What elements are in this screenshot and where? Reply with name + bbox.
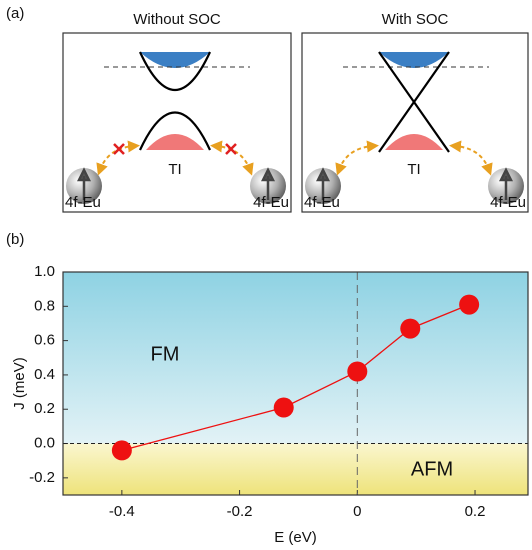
y-tick-label: 0.4: [34, 366, 55, 383]
y-tick-label: 0.0: [34, 435, 55, 452]
x-tick-label: 0: [353, 503, 361, 520]
blocked-mark: [113, 143, 125, 155]
panel-with-soc: With SOC TI 4f-Eu 4f-Eu: [301, 11, 529, 213]
exchange-arrow: [335, 140, 379, 176]
plot-frame: [62, 271, 529, 496]
panel-label: (a): [6, 5, 24, 22]
x-tick-label: -0.4: [109, 503, 135, 520]
conduction-fill: [140, 52, 210, 68]
y-tick-label: 1.0: [34, 263, 55, 280]
exchange-arrow: [210, 140, 254, 176]
panel-title: With SOC: [382, 11, 449, 28]
data-point: [459, 294, 480, 315]
afm-region: [63, 443, 528, 495]
region-label: FM: [151, 343, 180, 365]
y-tick-label: 0.8: [34, 297, 55, 314]
x-axis-label: E (eV): [274, 529, 317, 546]
spin-arrow: [315, 167, 331, 200]
spin-arrow: [260, 167, 276, 200]
conduction-band: [139, 51, 211, 92]
valence-fill: [146, 134, 204, 150]
panel-without-soc: Without SOC TI 4f-Eu 4f-Eu: [62, 11, 292, 213]
data-point: [111, 440, 132, 461]
valence-band: [139, 111, 211, 151]
exchange-arrow: [449, 140, 493, 176]
atom-label: 4f-Eu: [304, 194, 340, 211]
fm-region: [63, 272, 528, 444]
ti-label: TI: [168, 161, 181, 178]
blocked-mark: [225, 143, 237, 155]
y-tick-label: 0.6: [34, 332, 55, 349]
atom-label: 4f-Eu: [65, 194, 101, 211]
x-tick-label: 0.2: [465, 503, 486, 520]
data-point: [347, 361, 368, 382]
chart: -0.2 0.0 0.2 0.4 0.6 0.8 1.0 -0.4 -0.2 0 0.2 FM AFM E…: [11, 263, 529, 546]
spin-arrow: [76, 167, 92, 200]
panel-title: Without SOC: [133, 11, 221, 28]
y-tick-label: -0.2: [29, 469, 55, 486]
panel-label: (b): [6, 231, 24, 248]
atom-label: 4f-Eu: [253, 194, 289, 211]
y-tick-label: 0.2: [34, 400, 55, 417]
ti-label: TI: [407, 161, 420, 178]
valence-fill: [385, 134, 443, 150]
spin-arrow: [498, 167, 514, 200]
dirac-cone: [378, 51, 450, 153]
x-tick-label: -0.2: [227, 503, 253, 520]
data-point: [273, 397, 294, 418]
region-label: AFM: [411, 458, 453, 480]
exchange-arrow: [96, 140, 140, 176]
atom-label: 4f-Eu: [490, 194, 526, 211]
y-axis-label: J (meV): [11, 357, 28, 410]
data-point: [400, 318, 421, 339]
conduction-fill: [379, 52, 449, 68]
